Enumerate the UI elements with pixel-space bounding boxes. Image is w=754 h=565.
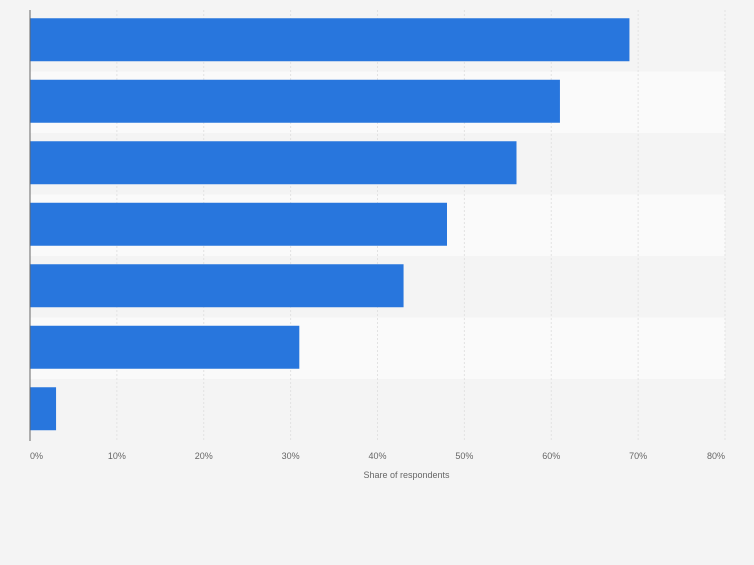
x-tick-label: 10%	[108, 451, 126, 461]
x-axis-title: Share of respondents	[363, 470, 450, 480]
x-tick-label: 70%	[629, 451, 647, 461]
bar[interactable]	[30, 202, 447, 246]
bar[interactable]	[30, 79, 560, 123]
bars	[30, 18, 630, 431]
bar[interactable]	[30, 264, 404, 308]
bar[interactable]	[30, 387, 57, 431]
x-tick-label: 60%	[542, 451, 560, 461]
x-tick-label: 20%	[195, 451, 213, 461]
x-tick-label: 0%	[30, 451, 43, 461]
x-tick-label: 50%	[455, 451, 473, 461]
bar[interactable]	[30, 325, 300, 369]
bar[interactable]	[30, 18, 630, 62]
x-tick-label: 30%	[282, 451, 300, 461]
bar[interactable]	[30, 141, 517, 185]
x-tick-labels: 0% 10% 20% 30% 40% 50% 60% 70% 80%	[30, 451, 725, 461]
x-tick-label: 40%	[368, 451, 386, 461]
x-tick-label: 80%	[707, 451, 725, 461]
